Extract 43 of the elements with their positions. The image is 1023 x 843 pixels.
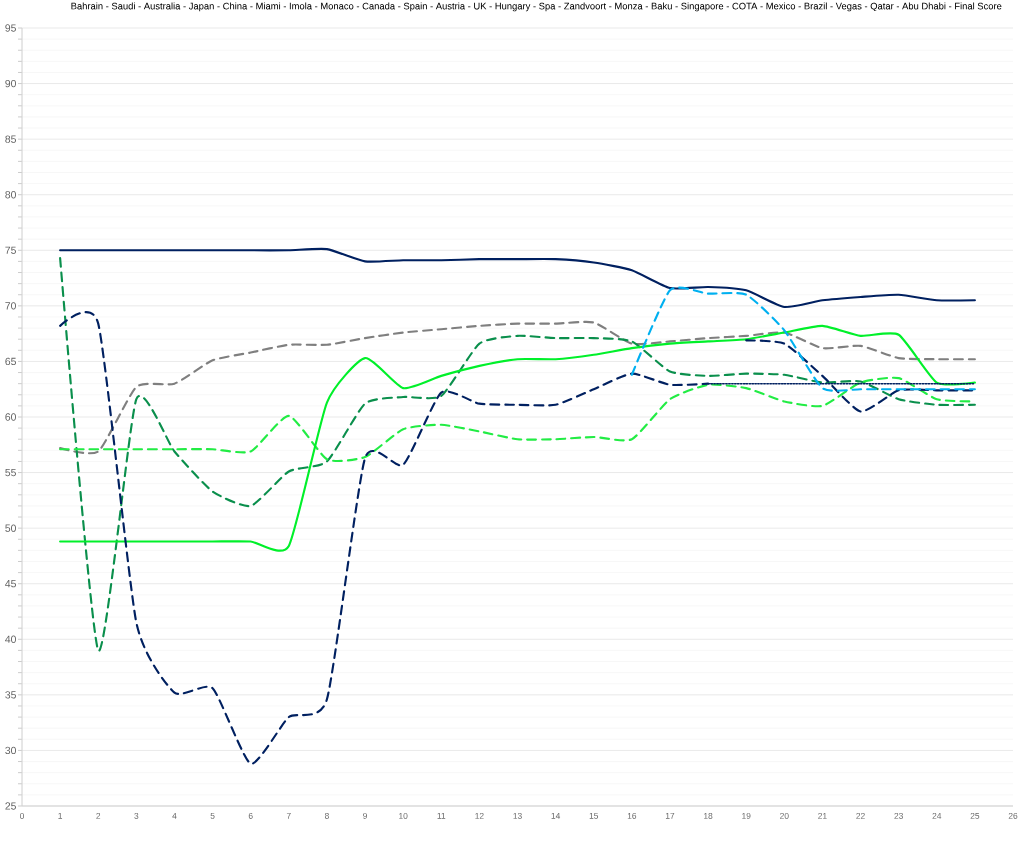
x-tick-label: 14 — [551, 812, 561, 819]
y-tick-label: 60 — [5, 413, 16, 421]
x-tick-label: 19 — [742, 812, 751, 819]
x-tick-label: 15 — [589, 812, 599, 819]
x-tick-label: 8 — [324, 812, 329, 819]
y-tick-label: 35 — [5, 691, 16, 699]
x-tick-label: 2 — [96, 812, 101, 819]
y-tick-label: 85 — [5, 135, 16, 143]
y-tick-label: 55 — [5, 468, 16, 477]
x-tick-label: 21 — [818, 812, 827, 819]
y-tick-label: 40 — [5, 635, 16, 643]
y-tick-label: 90 — [5, 79, 16, 88]
y-tick-label: 25 — [5, 802, 16, 810]
x-tick-label: 7 — [286, 812, 291, 819]
y-tick-label: 75 — [5, 246, 16, 254]
y-tick-label: 65 — [5, 357, 16, 366]
chart-title: Bahrain - Saudi - Australia - Japan - China - Miami - Imola - Monaco - Canada - Spain - Austria - UK - Hungary - Spa - Zandvoort - Monza - Baku - Singapore - COTA - Mexico - Brazil - Vegas - Qatar - Abu Dhabi - Final Score — [71, 2, 1002, 12]
x-tick-label: 20 — [780, 812, 789, 819]
y-tick-label: 70 — [5, 302, 16, 310]
x-tick-label: 13 — [513, 812, 522, 819]
x-tick-label: 25 — [970, 812, 980, 819]
x-tick-label: 17 — [665, 812, 675, 819]
y-tick-label: 80 — [5, 191, 16, 199]
x-tick-label: 0 — [20, 812, 25, 819]
x-tick-label: 5 — [210, 812, 215, 819]
x-tick-label: 23 — [894, 812, 903, 819]
x-tick-label: 10 — [399, 812, 408, 819]
x-tick-label: 3 — [134, 812, 139, 819]
x-tick-label: 12 — [475, 812, 484, 819]
x-tick-label: 16 — [627, 812, 637, 819]
x-tick-label: 9 — [363, 812, 367, 819]
y-tick-label: 45 — [5, 580, 16, 588]
x-tick-label: 4 — [172, 812, 177, 819]
y-tick-label: 50 — [5, 524, 16, 532]
x-tick-label: 22 — [856, 812, 865, 819]
x-tick-label: 24 — [932, 812, 942, 819]
x-tick-label: 1 — [58, 812, 63, 819]
x-tick-label: 6 — [248, 812, 253, 819]
x-tick-label: 18 — [704, 812, 713, 819]
y-tick-label: 30 — [5, 746, 16, 755]
x-tick-label: 11 — [437, 812, 446, 819]
y-tick-label: 95 — [5, 24, 16, 32]
x-tick-label: 26 — [1008, 812, 1018, 819]
